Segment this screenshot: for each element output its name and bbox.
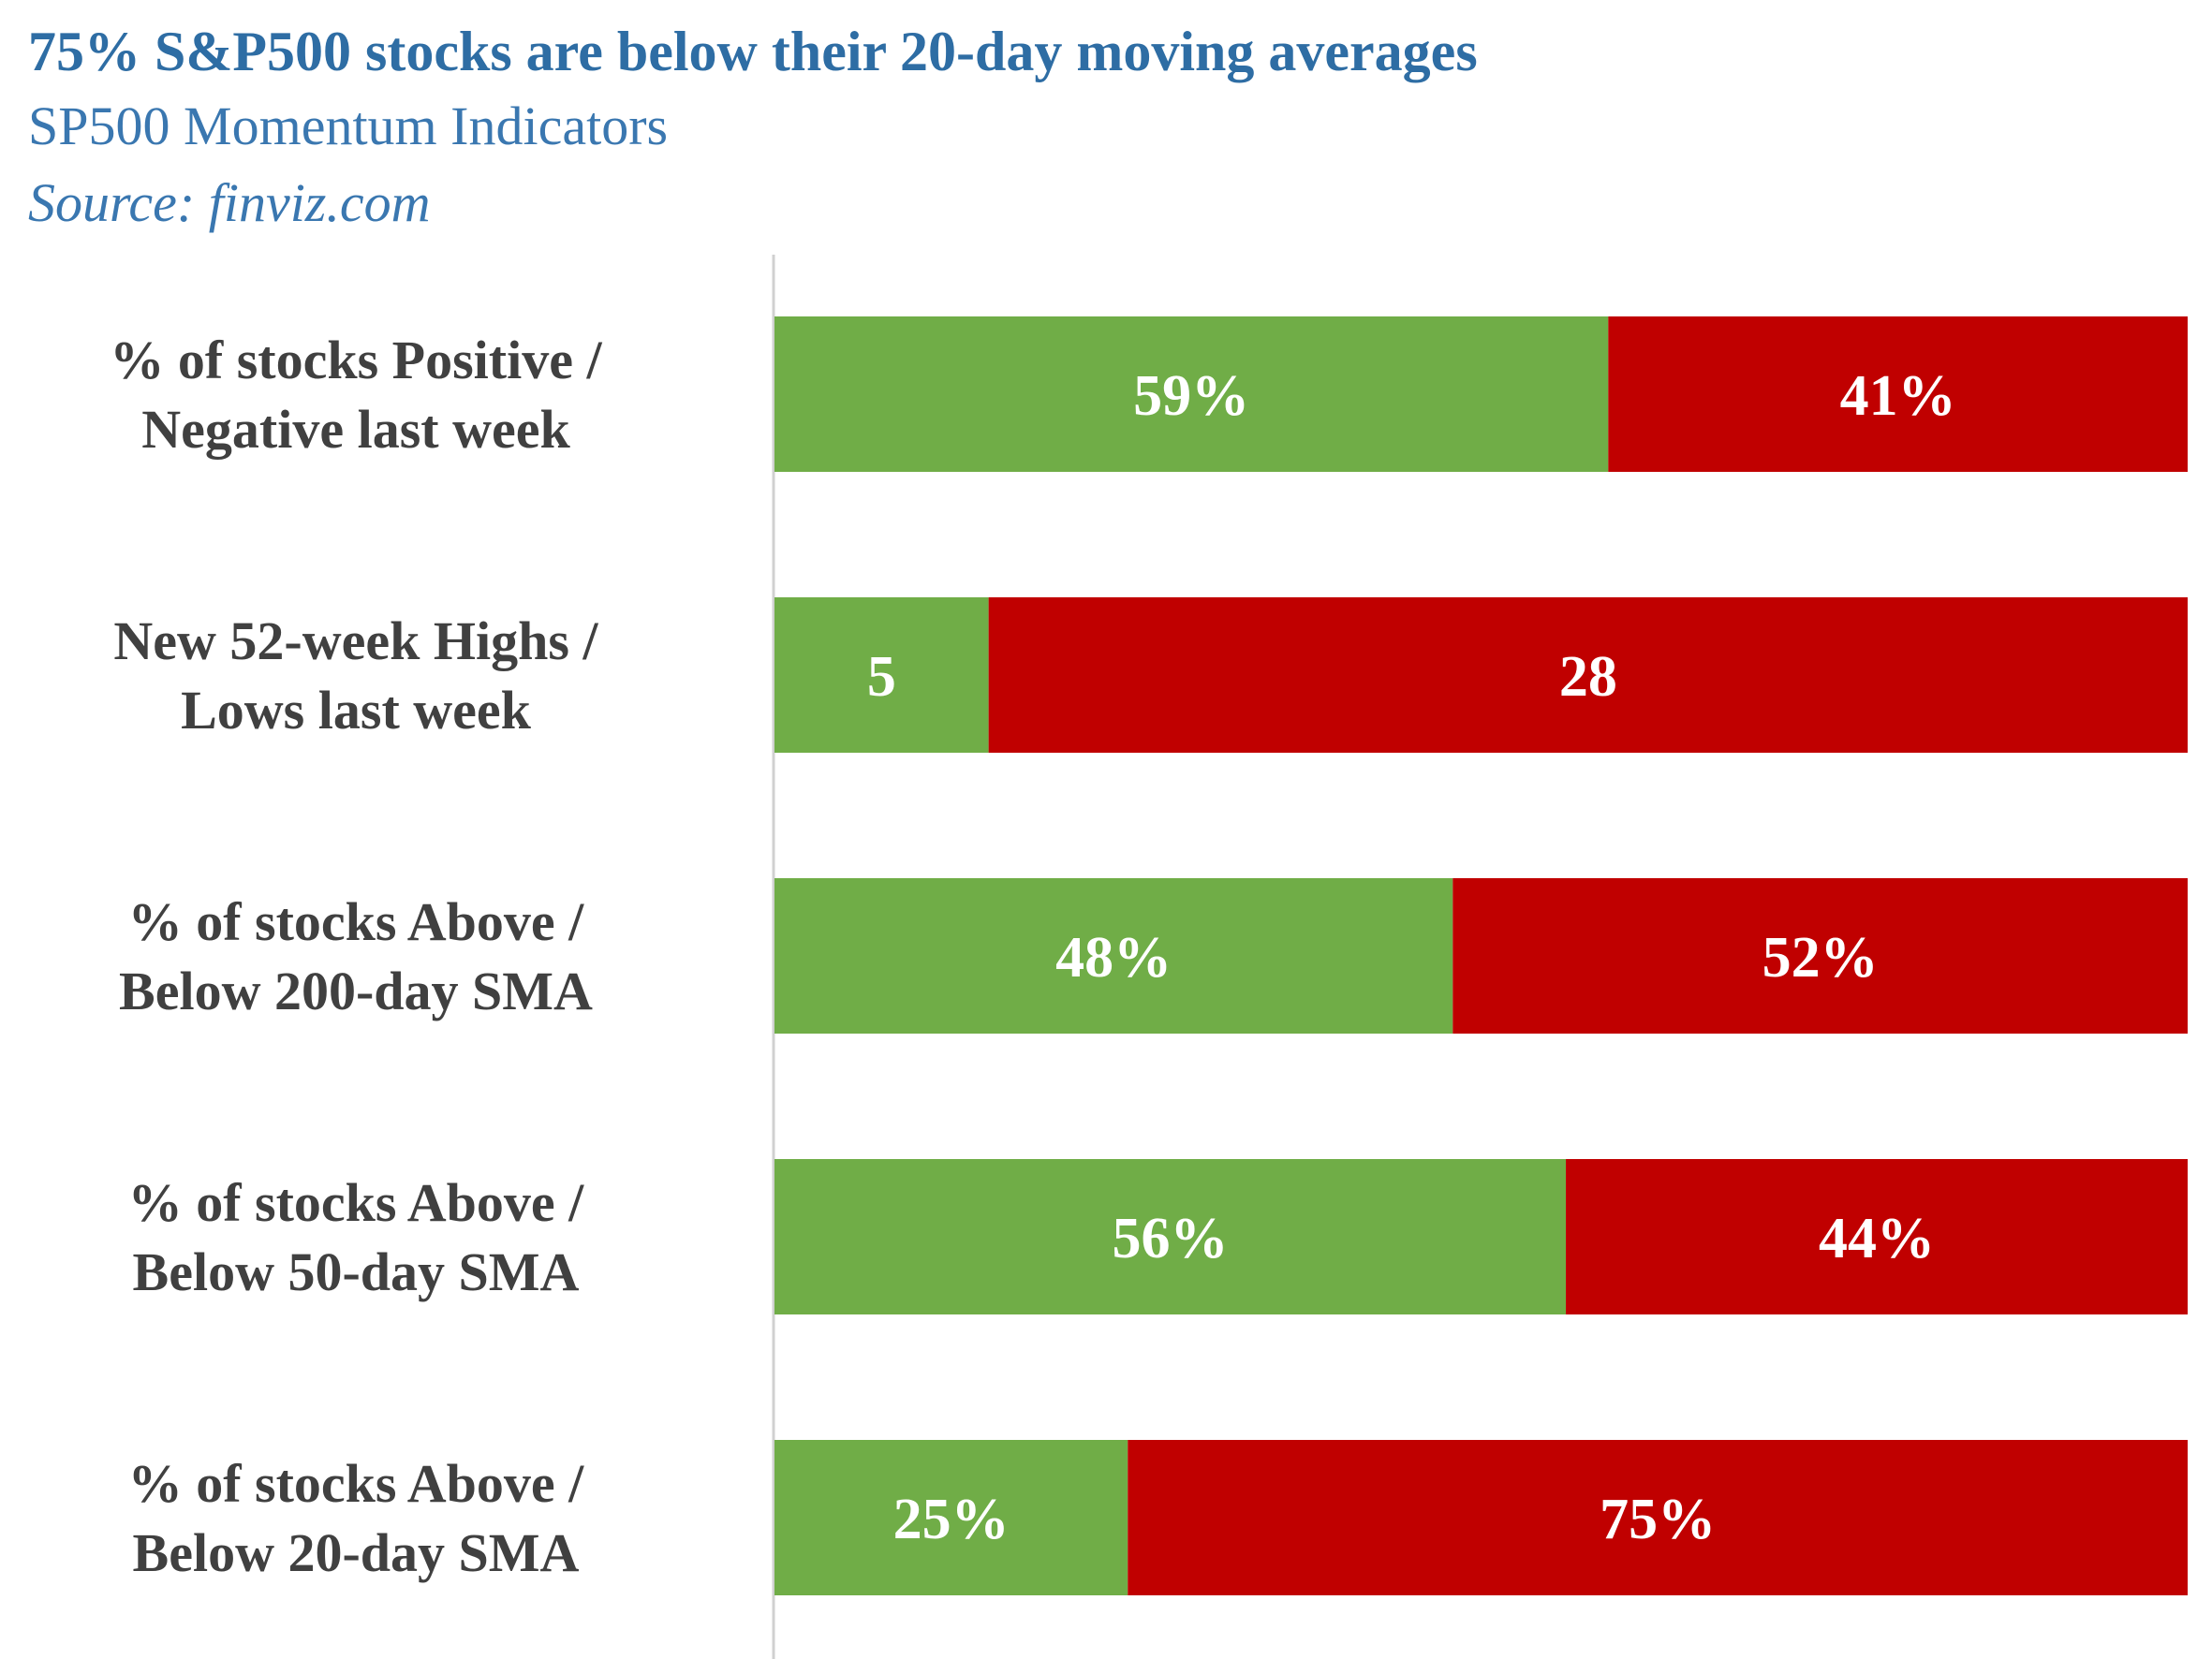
data-label: 75% xyxy=(1600,1488,1716,1551)
data-label: 41% xyxy=(1840,364,1956,428)
bar-segment-positive xyxy=(774,878,1453,1034)
data-label: 59% xyxy=(1133,364,1249,428)
category-label: Negative last week xyxy=(141,399,570,460)
chart-subtitle: SP500 Momentum Indicators xyxy=(28,95,669,156)
category-label: % of stocks Above / xyxy=(128,1172,584,1233)
category-label: Below 200-day SMA xyxy=(119,961,593,1021)
chart-source: Source: finviz.com xyxy=(28,172,431,233)
category-label: New 52-week Highs / xyxy=(113,610,598,671)
chart-header: 75% S&P500 stocks are below their 20-day… xyxy=(28,13,2182,243)
bar-segment-positive xyxy=(774,316,1609,472)
bar-segment-negative xyxy=(988,597,2188,753)
data-label: 56% xyxy=(1113,1207,1229,1270)
chart-title: 75% S&P500 stocks are below their 20-day… xyxy=(28,21,1478,82)
bar-segment-negative xyxy=(1128,1440,2188,1595)
data-label: 48% xyxy=(1055,926,1172,990)
bar-segment-positive xyxy=(774,597,989,753)
category-label: Below 50-day SMA xyxy=(133,1241,580,1302)
category-label: Lows last week xyxy=(181,680,532,741)
category-label: % of stocks Above / xyxy=(128,891,584,952)
bar-segment-negative xyxy=(1608,316,2188,472)
bar-segment-negative xyxy=(1566,1159,2188,1314)
category-label: % of stocks Positive / xyxy=(110,330,602,390)
data-label: 28 xyxy=(1559,645,1617,709)
category-label: % of stocks Above / xyxy=(128,1453,584,1514)
data-label: 44% xyxy=(1819,1207,1935,1270)
bar-segment-positive xyxy=(774,1440,1128,1595)
bar-segment-negative xyxy=(1453,878,2188,1034)
bar-segment-positive xyxy=(774,1159,1567,1314)
data-label: 5 xyxy=(867,645,896,709)
data-label: 25% xyxy=(893,1488,1010,1551)
category-label: Below 20-day SMA xyxy=(133,1522,580,1583)
data-label: 52% xyxy=(1762,926,1879,990)
